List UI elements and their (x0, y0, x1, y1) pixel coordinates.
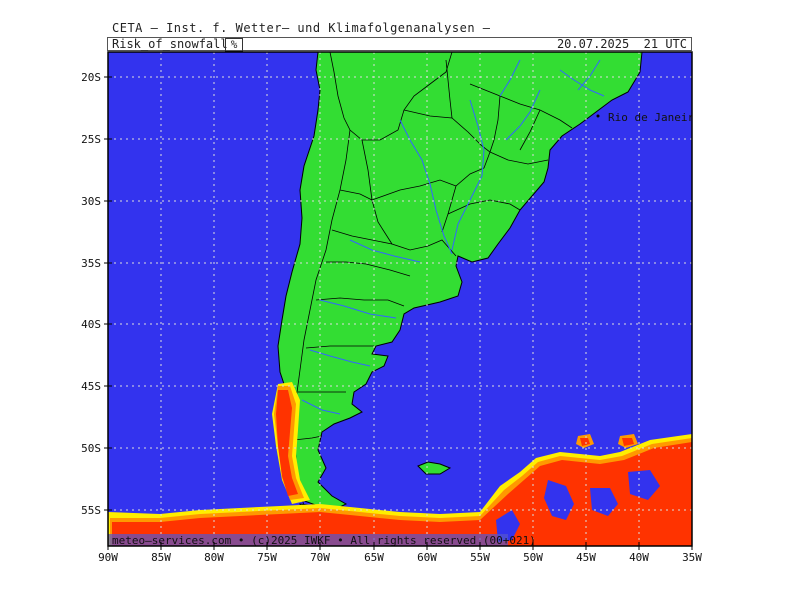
borders (293, 52, 573, 507)
lon-label: 80W (204, 551, 224, 564)
rio-de-janeiro-marker (596, 114, 600, 118)
lon-axis (107, 542, 693, 550)
land-falklands (417, 461, 452, 475)
lat-label: 40S (81, 318, 101, 331)
copyright-text: meteo—services.com • (c)2025 IWKF • All … (112, 534, 536, 547)
land-south-america (277, 52, 643, 509)
lon-label: 35W (682, 551, 702, 564)
title-bar: Risk_of_snowfall % 20.07.2025 21 UTC (107, 37, 692, 52)
lon-label: 90W (98, 551, 118, 564)
lat-label: 55S (81, 504, 101, 517)
lon-label: 70W (310, 551, 330, 564)
lat-label: 35S (81, 257, 101, 270)
copyright-strip (108, 534, 508, 546)
lon-label: 65W (364, 551, 384, 564)
lat-label: 45S (81, 380, 101, 393)
lat-label: 50S (81, 442, 101, 455)
lon-label: 75W (257, 551, 277, 564)
institute-header: CETA — Inst. f. Wetter— und Klimafolgena… (112, 21, 491, 35)
grid-lines (108, 52, 692, 546)
lon-label: 60W (417, 551, 437, 564)
lon-label: 40W (629, 551, 649, 564)
snowfall-risk-areas (108, 382, 692, 546)
lon-label: 85W (151, 551, 171, 564)
lon-label: 45W (576, 551, 596, 564)
lat-label: 25S (81, 133, 101, 146)
lat-label: 20S (81, 71, 101, 84)
lon-label: 55W (470, 551, 490, 564)
map-frame (107, 51, 693, 547)
city-label: Rio de Janeiro (608, 111, 701, 124)
lat-axis (104, 76, 112, 511)
rivers (301, 59, 605, 415)
product-label: Risk_of_snowfall (112, 37, 228, 51)
lon-label: 50W (523, 551, 543, 564)
lat-label: 30S (81, 195, 101, 208)
valid-time: 20.07.2025 21 UTC (556, 37, 687, 51)
